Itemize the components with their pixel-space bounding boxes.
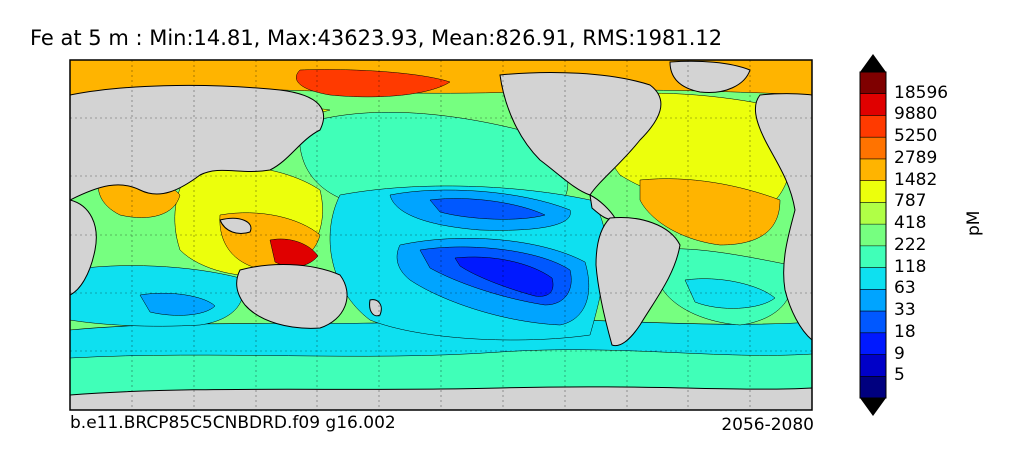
units-label: pM [964, 210, 984, 236]
colorbar-tick-label: 418 [894, 213, 927, 234]
colorbar-block [860, 115, 886, 138]
land-indonesia [219, 217, 252, 234]
colorbar-block [860, 72, 886, 95]
case-label: b.e11.BRCP85C5CNBDRD.f09 g16.002 [70, 413, 396, 433]
land-asia [70, 84, 325, 201]
colorbar-block [860, 267, 886, 290]
colorbar-block [860, 354, 886, 377]
indian-ocean-blue [139, 292, 216, 316]
colorbar-block [860, 332, 886, 356]
land-australia [236, 264, 348, 329]
colorbar-tick-label: 9 [894, 343, 905, 364]
colorbar-block [860, 224, 886, 247]
colorbar-block [860, 180, 886, 203]
colorbar-block [860, 376, 886, 399]
south-atlantic-cyan [684, 278, 776, 309]
map-frame [69, 59, 813, 411]
land-masses [70, 60, 812, 410]
colorbar-extend-min [860, 398, 886, 416]
south-gyre-core [454, 256, 554, 297]
colorbar-tick-label: 2789 [894, 147, 938, 168]
graticule [70, 60, 812, 410]
land-south-america [595, 216, 681, 347]
years-label: 2056-2080 [721, 415, 814, 435]
land-north-america [499, 71, 662, 196]
colorbar-block [860, 137, 886, 160]
colorbar-tick-label: 1482 [894, 169, 938, 190]
colorbar-tick-label: 18 [894, 321, 916, 342]
colorbar-tick-label: 222 [894, 234, 927, 255]
colorbar-block [860, 158, 886, 182]
north-atlantic-orange [639, 178, 781, 246]
colorbar-block [860, 311, 886, 334]
map-title: Fe at 5 m : Min:14.81, Max:43623.93, Mea… [30, 26, 723, 50]
north-gyre-deep [429, 198, 546, 220]
colorbar-tick-label: 5250 [894, 126, 938, 147]
colorbar-tick-label: 9880 [894, 104, 938, 125]
colorbar-block [860, 245, 886, 269]
colorbar-block [860, 289, 886, 312]
land-greenland [669, 60, 751, 94]
land-africa-west [70, 199, 97, 296]
colorbar-extend-max [860, 54, 886, 72]
colorbar-block [860, 202, 886, 225]
colorbar-outline [859, 71, 887, 399]
colorbar-tick-label: 787 [894, 191, 927, 212]
colorbar-block [860, 93, 886, 116]
colorbar-tick-label: 18596 [894, 82, 949, 103]
land-new-zealand [369, 299, 382, 317]
arctic-red [296, 69, 451, 98]
colorbar-tick-label: 5 [894, 365, 905, 386]
colorbar-tick-label: 118 [894, 256, 927, 277]
land-antarctica [70, 386, 812, 410]
colorbar-tick-label: 63 [894, 278, 916, 299]
colorbar-tick-label: 33 [894, 300, 916, 321]
